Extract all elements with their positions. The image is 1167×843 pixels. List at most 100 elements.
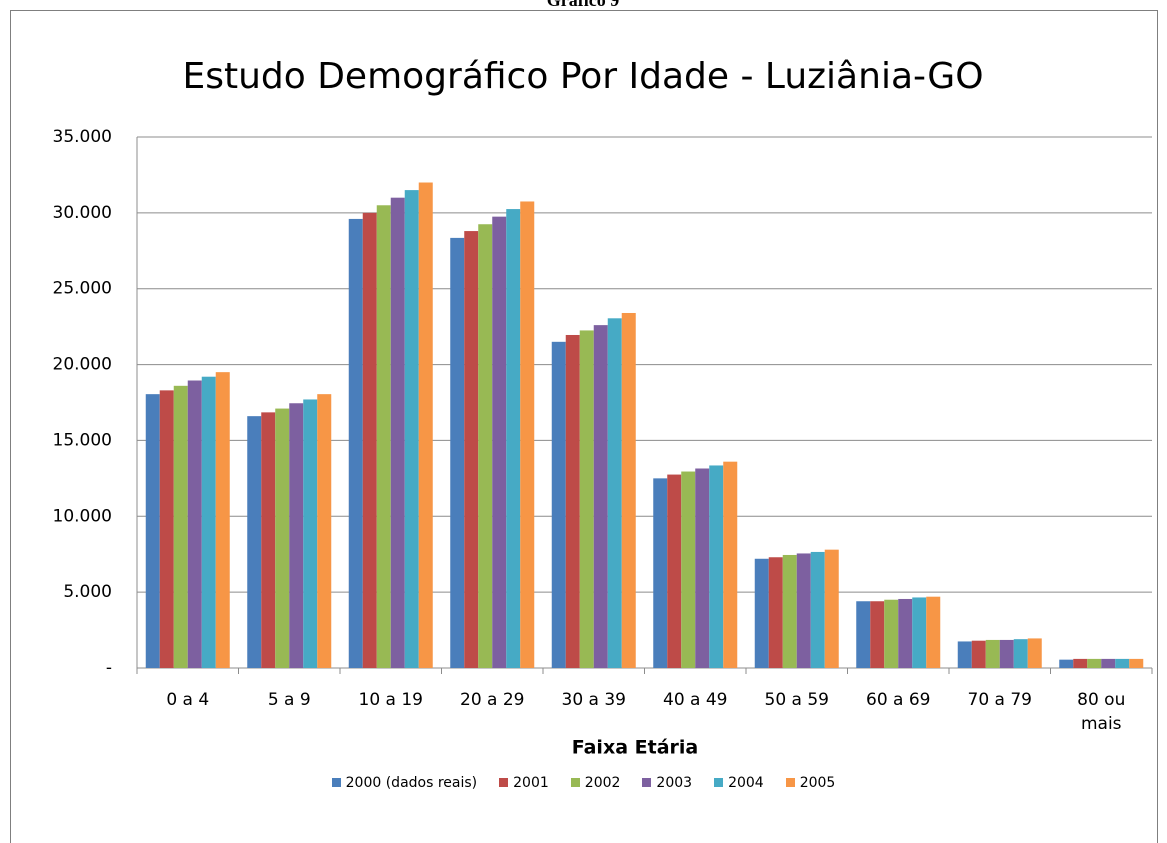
bar [957, 641, 972, 668]
legend-item: 2004 [714, 775, 764, 791]
chart-title: Estudo Demográfico Por Idade - Luziânia-… [182, 56, 983, 97]
bar [1087, 658, 1102, 668]
bar [782, 554, 797, 668]
bar [971, 640, 986, 668]
x-tick-label: 50 a 59 [764, 690, 830, 710]
y-tick-label: 25.000 [53, 279, 112, 299]
legend: 2000 (dados reais) 2001 2002 2003 2004 2005 [0, 775, 1167, 791]
legend-swatch [331, 778, 341, 787]
bar [261, 412, 276, 668]
bar [681, 471, 696, 668]
bar [303, 399, 318, 668]
bar [824, 549, 839, 668]
bar [898, 598, 913, 668]
legend-item: 2003 [642, 775, 692, 791]
bar [418, 182, 433, 668]
bar [607, 318, 622, 668]
bar [1101, 658, 1116, 668]
caption: Gráfico 9 [547, 0, 619, 10]
x-tick-label: 40 a 49 [663, 690, 728, 710]
x-tick-label: 80 ou mais [1077, 690, 1126, 734]
legend-label: 2003 [656, 775, 693, 791]
bar [1013, 639, 1028, 668]
chart-frame [10, 10, 1158, 843]
bar [912, 597, 927, 668]
bar [810, 551, 825, 668]
y-tick-label: - [106, 658, 112, 678]
legend-item: 2005 [785, 775, 836, 791]
bar [551, 341, 566, 668]
bar [201, 376, 216, 668]
bar [159, 390, 174, 668]
bar [404, 190, 419, 668]
legend-swatch [499, 778, 509, 787]
bar [520, 201, 535, 668]
bar [926, 596, 941, 668]
bar [506, 209, 521, 669]
bar [593, 325, 608, 668]
bar [1115, 658, 1130, 668]
legend-item: 2000 (dados reais) [331, 775, 478, 791]
bar [173, 385, 188, 668]
legend-label: 2000 (dados reais) [345, 775, 478, 791]
bar [376, 205, 391, 668]
y-tick-label: 35.000 [53, 127, 112, 147]
bar [999, 639, 1014, 668]
bar [653, 478, 668, 668]
x-tick-label: 60 a 69 [866, 690, 931, 710]
bar [348, 218, 363, 668]
bar [450, 237, 465, 668]
bar [709, 465, 724, 668]
bar [478, 224, 493, 668]
x-tick-label: 20 a 29 [460, 690, 525, 710]
legend-swatch [642, 778, 652, 787]
bar [796, 553, 811, 668]
bar [621, 312, 636, 668]
x-tick-label: 0 a 4 [166, 690, 210, 710]
bar [1059, 659, 1074, 668]
bar [215, 372, 230, 668]
bar [1129, 658, 1144, 668]
x-tick-label: 10 a 19 [358, 690, 424, 710]
legend-label: 2001 [513, 775, 549, 791]
legend-label: 2005 [799, 775, 836, 791]
x-tick-label: 5 a 9 [267, 690, 311, 710]
y-tick-label: 15.000 [53, 430, 112, 450]
bar [884, 599, 899, 668]
bar [870, 601, 885, 668]
bar [754, 558, 769, 668]
y-tick-label: 5.000 [63, 582, 112, 602]
legend-swatch [714, 778, 724, 787]
bar [768, 557, 783, 668]
bar [390, 197, 405, 668]
y-tick-label: 20.000 [53, 355, 112, 375]
bar [464, 231, 479, 668]
x-axis-label: Faixa Etária [572, 737, 698, 759]
bar [985, 639, 1000, 668]
bar [695, 468, 710, 668]
legend-label: 2002 [584, 775, 621, 791]
legend-swatch [785, 778, 795, 787]
bar [1073, 658, 1088, 668]
bar [275, 408, 290, 668]
x-tick-label: 30 a 39 [561, 690, 627, 710]
bar [317, 394, 332, 668]
bar [579, 330, 594, 668]
bar [362, 212, 377, 668]
bar [492, 216, 507, 668]
bar [289, 403, 304, 668]
y-tick-label: 10.000 [53, 506, 112, 526]
bar [247, 416, 262, 668]
legend-swatch [570, 778, 580, 787]
x-tick-label: 70 a 79 [967, 690, 1033, 710]
bar [565, 334, 580, 668]
legend-item: 2002 [570, 775, 621, 791]
bar [145, 394, 160, 668]
bar [723, 461, 738, 668]
bar [667, 474, 682, 668]
bar [187, 380, 202, 668]
bar [1027, 638, 1042, 668]
legend-item: 2001 [499, 775, 549, 791]
